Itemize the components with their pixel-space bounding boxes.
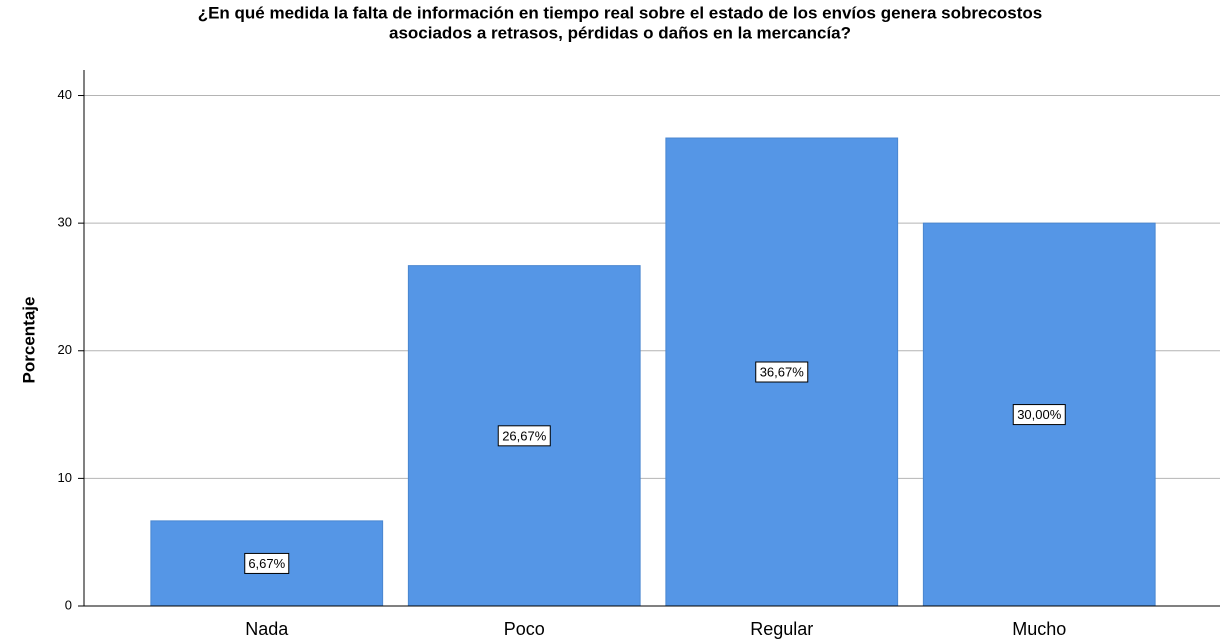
value-label-box — [244, 552, 290, 574]
x-tick-label: Regular — [750, 619, 813, 639]
chart-title: asociados a retrasos, pérdidas o daños e… — [389, 23, 851, 42]
x-tick-label: Mucho — [1012, 619, 1066, 639]
y-tick-label: 20 — [58, 342, 72, 357]
y-tick-label: 40 — [58, 87, 72, 102]
value-label: 36,67% — [760, 364, 805, 379]
chart-title: ¿En qué medida la falta de información e… — [198, 3, 1043, 22]
value-label: 6,67% — [248, 556, 285, 571]
x-tick-label: Nada — [245, 619, 289, 639]
value-label: 26,67% — [502, 428, 547, 443]
value-label: 30,00% — [1017, 407, 1062, 422]
y-tick-label: 30 — [58, 215, 72, 230]
value-label-box — [755, 361, 809, 383]
y-tick-label: 0 — [65, 597, 72, 612]
x-tick-label: Poco — [504, 619, 545, 639]
y-tick-label: 10 — [58, 470, 72, 485]
value-label-box — [497, 425, 551, 447]
y-axis-label: Porcentaje — [19, 297, 38, 384]
value-label-box — [1012, 404, 1066, 426]
